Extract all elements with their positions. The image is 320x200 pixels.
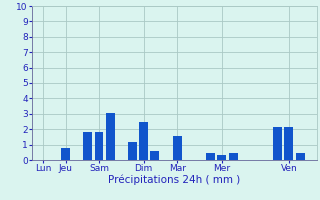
Bar (94, 132, 103, 160)
Bar (228, 153, 237, 160)
Bar (150, 151, 159, 160)
Bar (173, 136, 182, 160)
Bar (206, 153, 215, 160)
Bar (284, 127, 293, 160)
Bar (61, 148, 70, 160)
Bar (84, 132, 92, 160)
X-axis label: Précipitations 24h ( mm ): Précipitations 24h ( mm ) (108, 175, 241, 185)
Bar (139, 122, 148, 160)
Bar (217, 155, 226, 160)
Bar (106, 113, 115, 160)
Bar (128, 142, 137, 160)
Bar (273, 127, 282, 160)
Bar (296, 153, 305, 160)
